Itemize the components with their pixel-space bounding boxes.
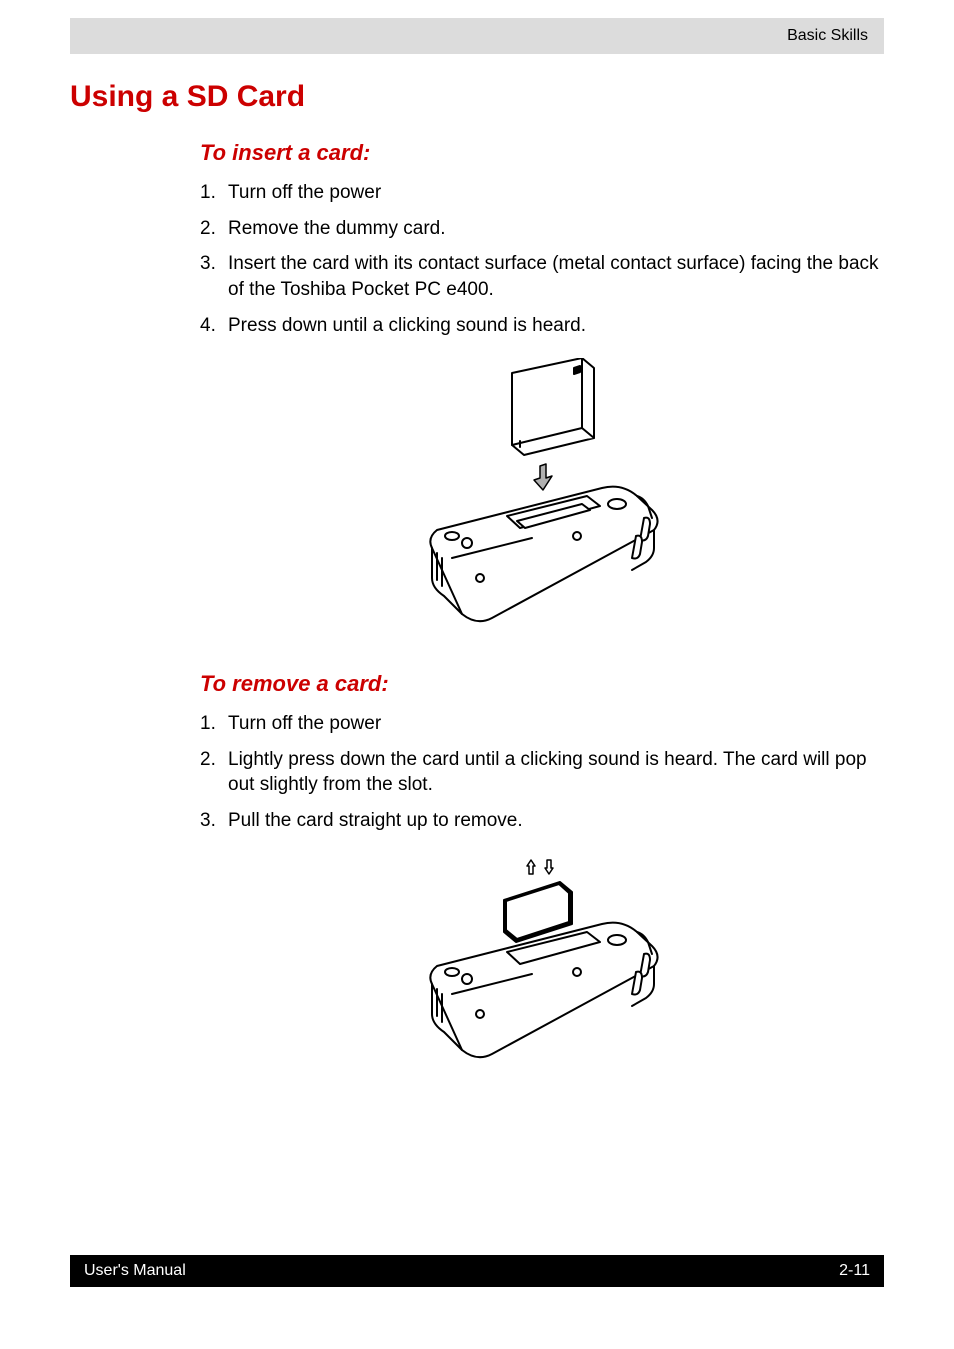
list-item: 3. Insert the card with its contact surf…	[200, 251, 884, 302]
figure-insert	[200, 358, 884, 643]
header-section-label: Basic Skills	[787, 27, 868, 45]
footer-bar: User's Manual 2-11	[70, 1255, 884, 1287]
list-text: Turn off the power	[228, 711, 884, 737]
list-number: 2.	[200, 747, 228, 798]
content: Using a SD Card To insert a card: 1. Tur…	[70, 80, 884, 1117]
list-text: Insert the card with its contact surface…	[228, 251, 884, 302]
list-item: 2. Remove the dummy card.	[200, 216, 884, 242]
figure-remove	[200, 854, 884, 1089]
list-text: Lightly press down the card until a clic…	[228, 747, 884, 798]
list-item: 1. Turn off the power	[200, 711, 884, 737]
list-text: Pull the card straight up to remove.	[228, 808, 884, 834]
page-title: Using a SD Card	[70, 80, 884, 114]
section-heading-remove: To remove a card:	[200, 671, 884, 697]
list-number: 3.	[200, 808, 228, 834]
page: Basic Skills Using a SD Card To insert a…	[0, 0, 954, 1349]
list-item: 2. Lightly press down the card until a c…	[200, 747, 884, 798]
list-number: 2.	[200, 216, 228, 242]
section-heading-insert: To insert a card:	[200, 140, 884, 166]
sd-insert-diagram-icon	[392, 358, 692, 638]
insert-steps-list: 1. Turn off the power 2. Remove the dumm…	[200, 180, 884, 338]
list-text: Press down until a clicking sound is hea…	[228, 313, 884, 339]
sd-remove-diagram-icon	[392, 854, 692, 1084]
list-item: 1. Turn off the power	[200, 180, 884, 206]
list-text: Turn off the power	[228, 180, 884, 206]
list-item: 4. Press down until a clicking sound is …	[200, 313, 884, 339]
list-number: 3.	[200, 251, 228, 302]
footer-left: User's Manual	[84, 1262, 186, 1280]
list-number: 4.	[200, 313, 228, 339]
list-number: 1.	[200, 180, 228, 206]
footer-right: 2-11	[839, 1262, 870, 1280]
header-bar: Basic Skills	[70, 18, 884, 54]
list-text: Remove the dummy card.	[228, 216, 884, 242]
remove-steps-list: 1. Turn off the power 2. Lightly press d…	[200, 711, 884, 834]
list-number: 1.	[200, 711, 228, 737]
list-item: 3. Pull the card straight up to remove.	[200, 808, 884, 834]
